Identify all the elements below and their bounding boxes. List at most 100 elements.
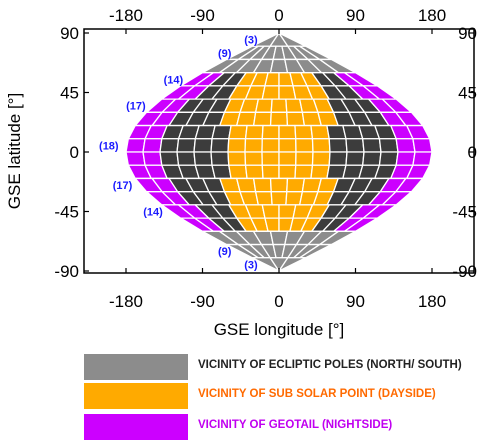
sky-cell [310,164,330,180]
sky-cell [211,124,232,140]
y-tick-label-left: 90 [60,24,79,43]
legend-item-nightside: VICINITY OF GEOTAIL (NIGHTSIDE) [70,414,480,440]
band-count-label: (9) [218,48,232,60]
y-tick-label-left: 0 [70,143,79,162]
sky-cell [159,138,180,153]
sky-cell [244,164,264,180]
x-tick-label-top: 0 [274,6,283,25]
sky-cell [395,151,416,166]
sky-cell [278,164,297,180]
x-tick-label-bottom: 0 [274,292,283,311]
sky-cell [270,191,288,206]
sky-cell [295,151,314,166]
sky-cell [278,138,297,153]
sky-cell [264,217,280,232]
sky-cells [125,32,433,272]
x-tick-label-bottom: -180 [109,292,143,311]
sky-cell [294,124,314,140]
band-count-label: (17) [113,180,133,192]
x-axis-label: GSE longitude [°] [214,320,345,339]
sky-cell [269,177,289,193]
y-tick-label-right: 90 [458,24,477,43]
sky-cell [328,138,348,153]
legend-swatch-nightside [84,414,188,440]
y-tick-label-right: -45 [452,203,477,222]
sky-cell [378,138,399,153]
sky-cell [252,177,272,193]
sky-cell [412,138,433,153]
legend-label-nightside: VICINITY OF GEOTAIL (NIGHTSIDE) [198,419,393,431]
sky-cell [261,164,280,180]
y-tick-label-right: 0 [468,143,477,162]
sky-cell [311,138,331,153]
sky-cell [211,164,232,180]
band-count-label: (18) [99,140,119,152]
sky-cell [294,164,314,180]
legend-item-dayside: VICINITY OF SUB SOLAR POINT (DAYSIDE) [70,383,480,409]
sky-cell [142,138,163,153]
axis-ticks [84,29,474,273]
legend-swatch-poles [84,354,188,380]
band-count-label: (17) [126,101,146,113]
sky-cell [261,151,280,166]
sky-cell [295,138,314,153]
band-count-labels: (3) (9) (14) (17) (18) (17) (14) (9) (3) [99,35,258,272]
sky-cell [228,164,248,180]
sky-cell [244,151,263,166]
sky-cell [278,151,297,166]
sky-cell [228,124,248,140]
x-tick-label-top: -180 [109,6,143,25]
x-tick-label-bottom: -90 [190,292,215,311]
sky-cell [227,138,247,153]
band-count-label: (14) [164,74,184,86]
x-tick-label-bottom: 180 [418,292,446,311]
sky-cell [261,138,280,153]
sky-map-chart: (3)(9)(14)(17)(18)(17)(14)(9)(3) -180-18… [5,6,477,339]
sky-cell [278,124,297,140]
x-tick-label-top: 90 [346,6,365,25]
sky-cell [395,138,416,153]
sky-cell [193,138,213,153]
sky-cell [244,138,263,153]
sky-cell [269,111,289,127]
sky-cell [328,151,348,166]
legend-swatch-dayside [84,383,188,409]
sky-cell [254,191,273,206]
sky-cell [261,124,280,140]
legend-label-dayside: VICINITY OF SUB SOLAR POINT (DAYSIDE) [198,388,436,400]
sky-cell [236,111,257,127]
y-tick-label-right: -90 [452,262,477,281]
sky-cell [142,151,163,166]
y-tick-label-left: 45 [60,84,79,103]
band-count-label: (3) [244,259,258,271]
y-axis-label: GSE latitude [°] [5,93,24,209]
sky-cell [378,151,399,166]
sky-cell [236,177,257,193]
sky-cell [210,151,230,166]
sky-cell [244,124,264,140]
sky-cell [125,138,146,153]
x-tick-label-top: 180 [418,6,446,25]
sky-cell [412,151,433,166]
sky-cell [310,124,330,140]
sky-cell [362,151,382,166]
y-tick-label-left: -90 [54,262,79,281]
y-tick-label-left: -45 [54,203,79,222]
sky-cell [176,151,196,166]
x-tick-label-bottom: 90 [346,292,365,311]
sky-cell [261,204,280,219]
y-tick-label-right: 45 [458,84,477,103]
sky-cell [264,72,280,87]
sky-cell [286,111,306,127]
sky-cell [345,151,365,166]
sky-cell [254,98,273,113]
band-count-label: (9) [218,246,232,258]
band-count-label: (14) [143,207,163,219]
sky-cell [311,151,331,166]
sky-cell [125,151,146,166]
sky-cell [345,138,365,153]
sky-cell [159,151,180,166]
sky-cell [193,151,213,166]
axis-tick-labels: -180 -180 -90 -90 0 0 90 90 180 180 90 90 45 45 0 0 -45 -… [54,6,477,311]
x-tick-label-top: -90 [190,6,215,25]
